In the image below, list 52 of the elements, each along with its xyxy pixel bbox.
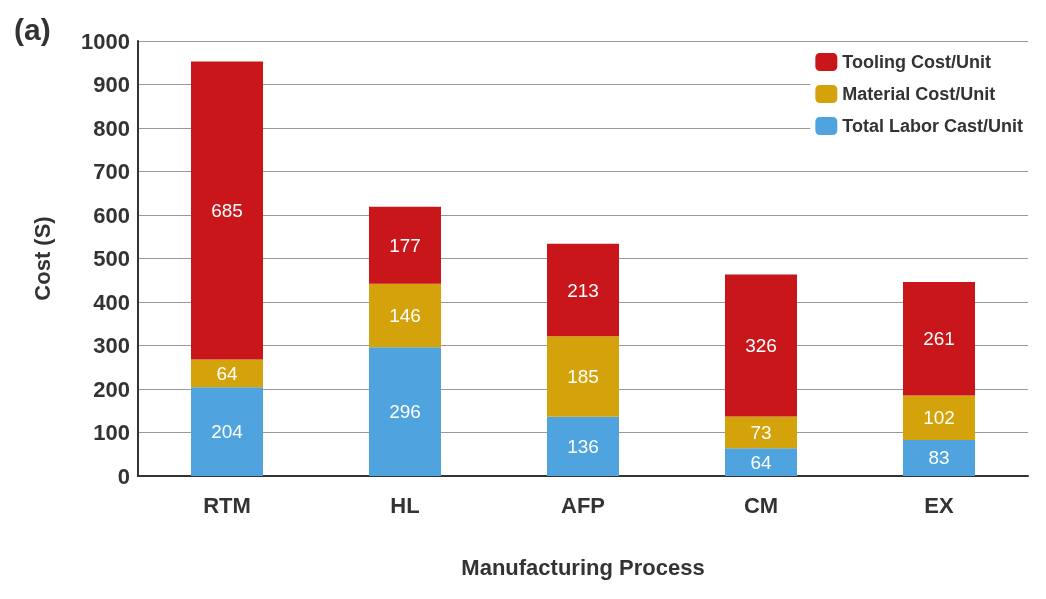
data-label: 177: [389, 234, 421, 256]
data-label: 296: [389, 401, 421, 423]
legend-label: Material Cost/Unit: [842, 84, 996, 104]
data-label: 326: [745, 335, 777, 356]
y-tick-label: 800: [93, 115, 130, 141]
bar: [903, 395, 975, 440]
y-tick-label: 900: [93, 72, 130, 97]
x-tick-label: CM: [743, 492, 779, 518]
y-tick-label: 600: [93, 202, 130, 228]
data-label: 685: [211, 199, 243, 221]
x-tick-label: AFP: [561, 492, 605, 518]
data-label: 64: [750, 451, 772, 473]
data-label: 261: [923, 328, 955, 350]
x-axis-title: Manufacturing Process: [461, 554, 705, 580]
y-tick-label: 500: [93, 246, 130, 271]
bar: [725, 274, 797, 417]
data-label: 73: [750, 421, 772, 443]
bar: [547, 336, 619, 417]
y-tick-label: 300: [93, 333, 130, 358]
bar: [191, 61, 263, 360]
x-tick-label: RTM: [203, 492, 251, 518]
bar: [903, 281, 975, 396]
bar: [547, 243, 619, 337]
bar: [725, 416, 797, 449]
data-label: 204: [211, 421, 244, 443]
data-label: 64: [216, 362, 238, 384]
y-tick-label: 400: [93, 289, 130, 315]
y-tick-label: 200: [93, 376, 130, 402]
y-axis-title: Cost (S): [29, 216, 55, 301]
x-tick-label: EX: [924, 492, 954, 518]
y-tick-label: 700: [93, 159, 130, 184]
bar: [369, 347, 441, 476]
data-label: 136: [567, 435, 599, 457]
data-label: 185: [567, 366, 599, 388]
bar: [547, 416, 619, 476]
data-label: 83: [928, 447, 950, 469]
bar: [191, 387, 263, 476]
legend-label: Total Labor Cast/Unit: [842, 116, 1024, 136]
bar: [369, 206, 441, 284]
x-tick-label: HL: [390, 492, 420, 518]
data-label: 146: [389, 304, 421, 326]
data-label: 213: [567, 279, 599, 301]
bar: [191, 359, 263, 388]
text: (a): [14, 12, 51, 46]
y-tick-label: 100: [93, 420, 130, 445]
y-tick-label: 0: [117, 463, 130, 489]
legend-label: Tooling Cost/Unit: [842, 52, 991, 72]
bar: [369, 283, 441, 348]
bar: [725, 448, 797, 476]
bar: [903, 439, 975, 476]
data-label: 102: [923, 407, 955, 429]
y-tick-label: 1000: [81, 28, 130, 54]
